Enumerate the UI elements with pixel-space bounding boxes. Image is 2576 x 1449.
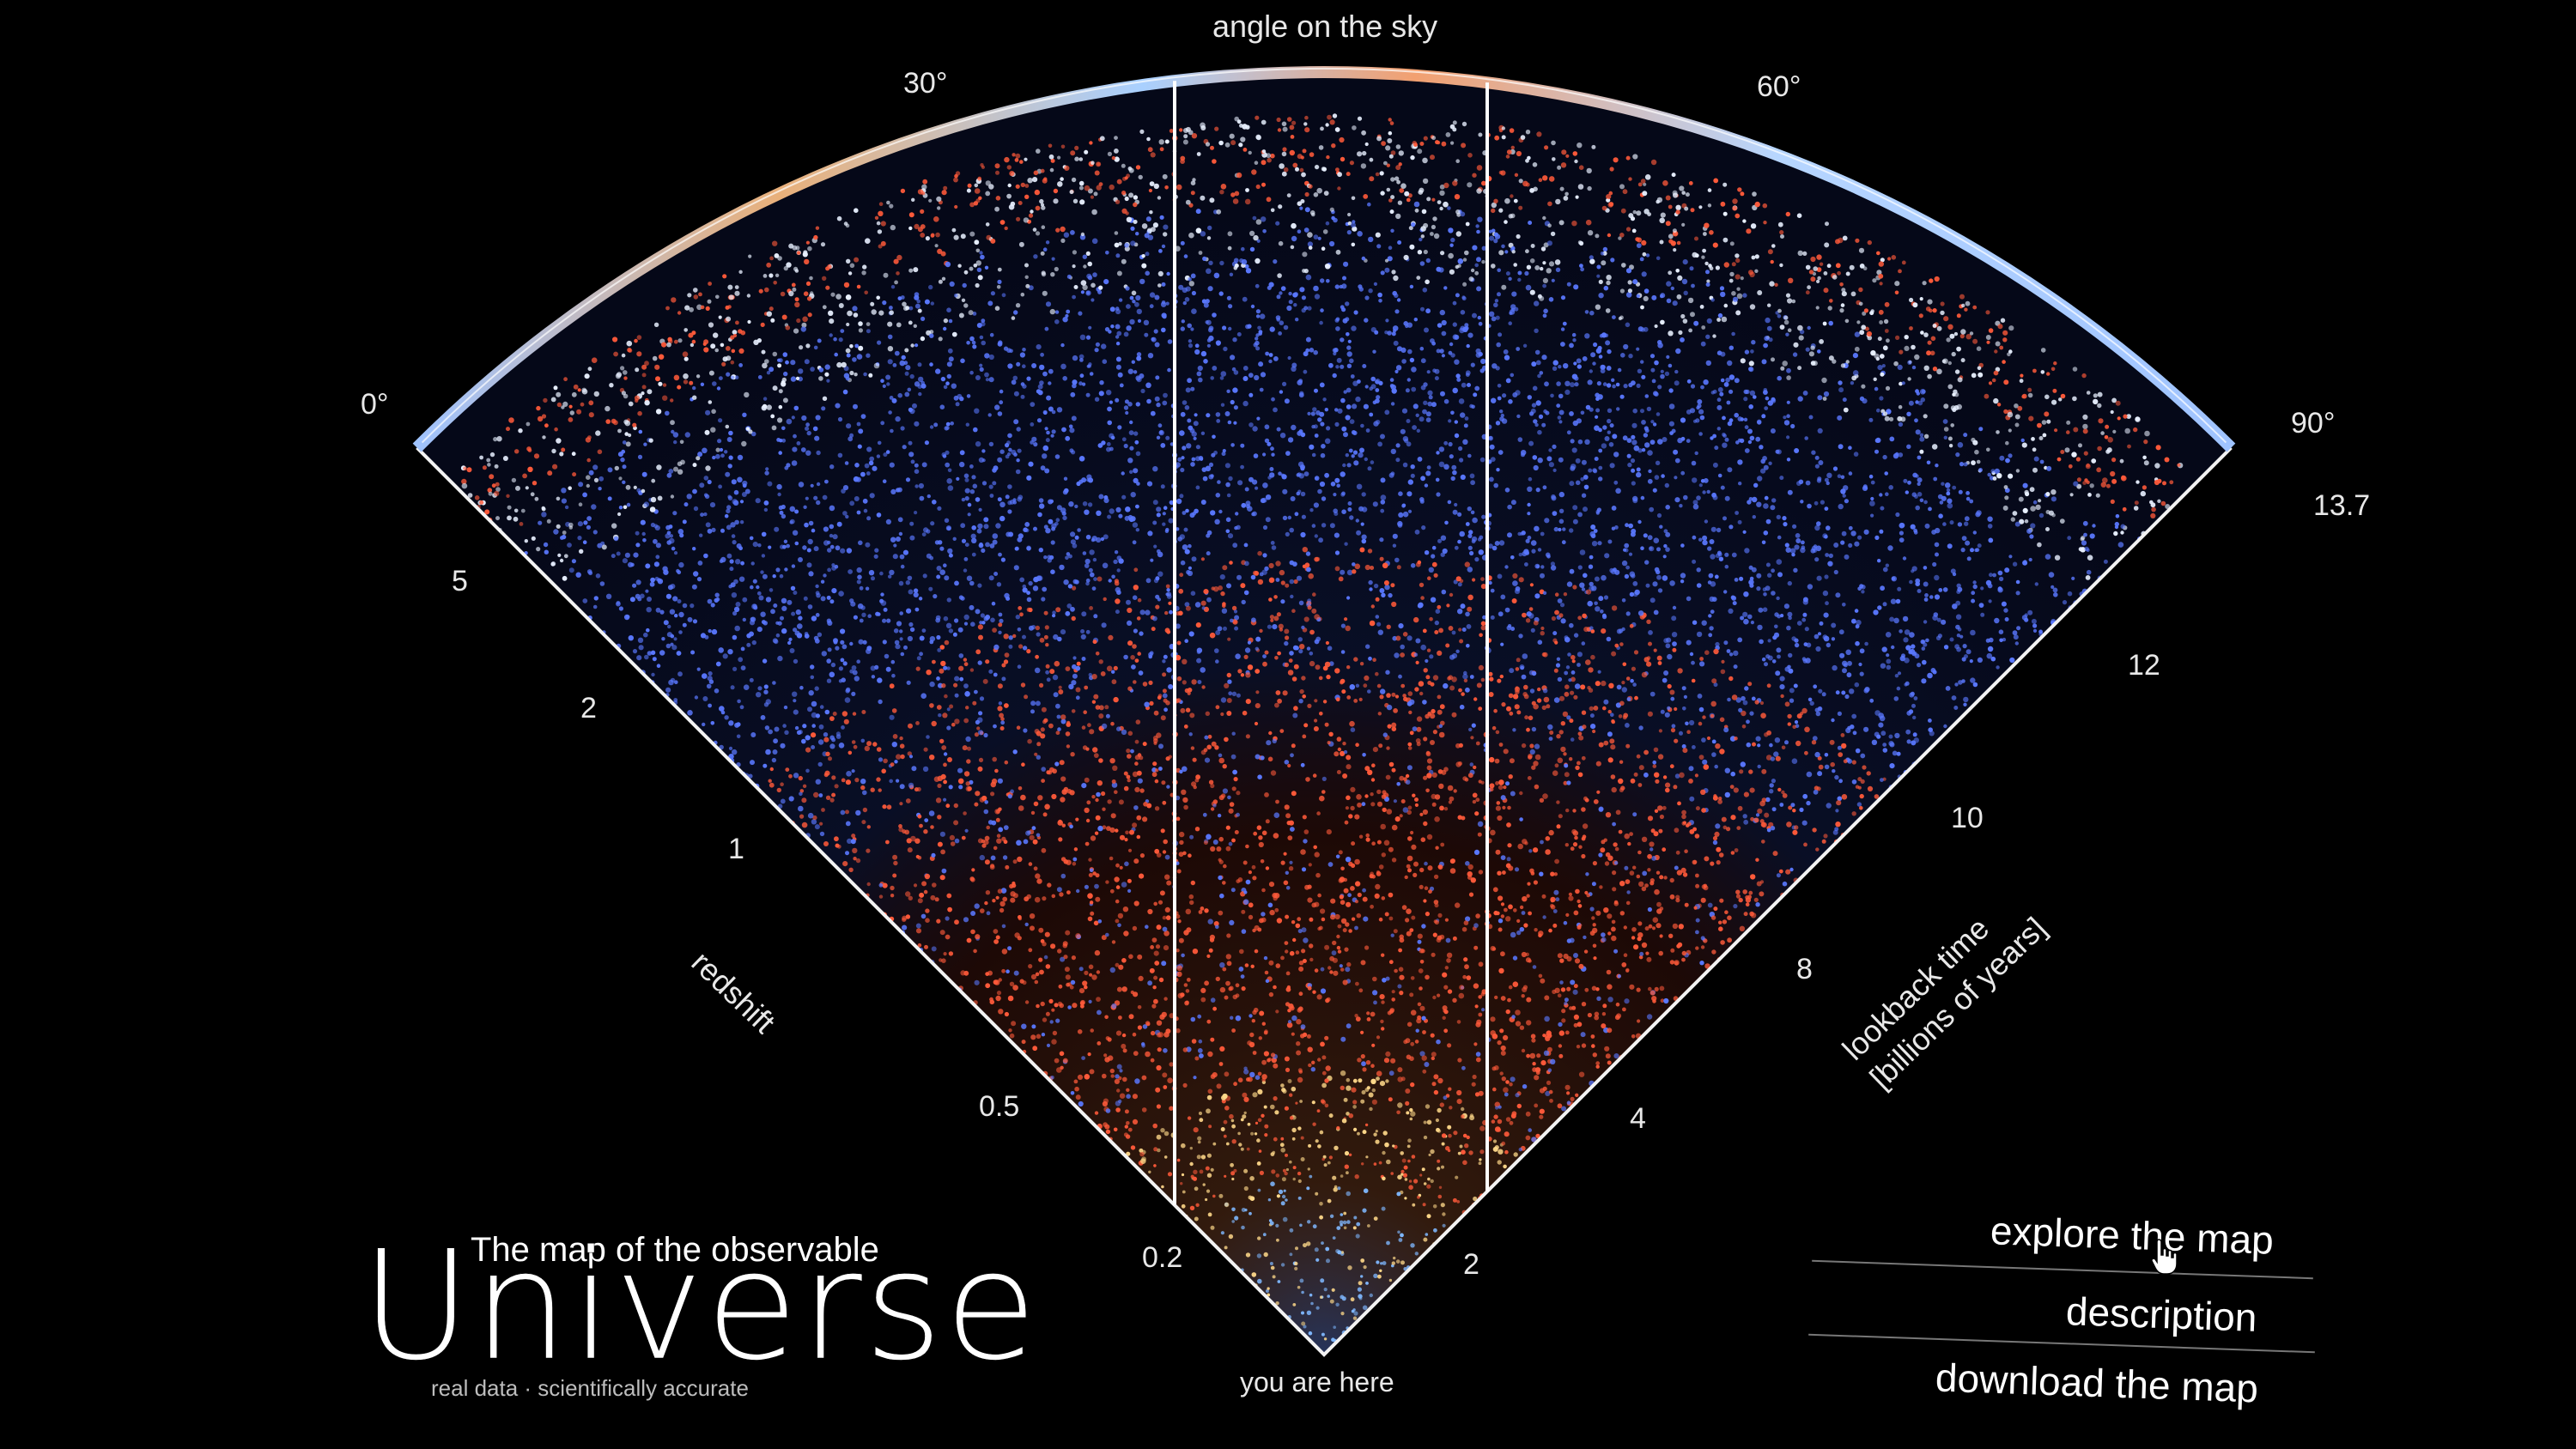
you-are-here-label: you are here xyxy=(1240,1367,1394,1397)
angle-axis-title: angle on the sky xyxy=(1212,9,1438,44)
lookback-tick-10: 10 xyxy=(1951,802,1984,834)
angle-tick-0: 0° xyxy=(361,388,389,421)
wedge-side-lines xyxy=(416,446,2233,1357)
galaxy-points xyxy=(460,113,2184,1343)
redshift-tick-2: 2 xyxy=(580,692,597,724)
brand-tagline: real data · scientifically accurate xyxy=(431,1375,749,1401)
hand-pointer-icon xyxy=(2151,1239,2178,1275)
description-link[interactable]: description xyxy=(2065,1288,2258,1340)
map-wedge-background xyxy=(416,72,2232,1355)
highlight-strip-lines xyxy=(1173,81,1489,1205)
lookback-tick-12: 12 xyxy=(2128,649,2160,682)
map-frame xyxy=(412,66,2236,1357)
lookback-tick-2: 2 xyxy=(1463,1248,1479,1281)
lookback-tick-4: 4 xyxy=(1630,1102,1646,1135)
brand-title-line1: The map of the observable xyxy=(471,1231,879,1269)
angle-tick-60: 60° xyxy=(1757,70,1801,103)
wedge-rim-cmb xyxy=(412,66,2236,452)
wedge-fill xyxy=(416,72,2232,1355)
redshift-tick-0.2: 0.2 xyxy=(1142,1241,1183,1274)
lookback-tick-13.7: 13.7 xyxy=(2313,489,2371,522)
explore-map-link[interactable]: explore the map xyxy=(1990,1208,2275,1263)
angle-tick-90: 90° xyxy=(2291,407,2336,440)
redshift-tick-1: 1 xyxy=(728,833,744,865)
wedge-rim-inner xyxy=(421,67,2227,444)
lookback-tick-8: 8 xyxy=(1796,953,1813,985)
brand-title-universe: Universe xyxy=(361,1218,1040,1394)
redshift-tick-5: 5 xyxy=(452,565,468,597)
angle-tick-30: 30° xyxy=(903,67,948,100)
brand-logo: The map of the observable Universe real … xyxy=(361,1219,1038,1401)
redshift-tick-0.5: 0.5 xyxy=(979,1090,1020,1123)
